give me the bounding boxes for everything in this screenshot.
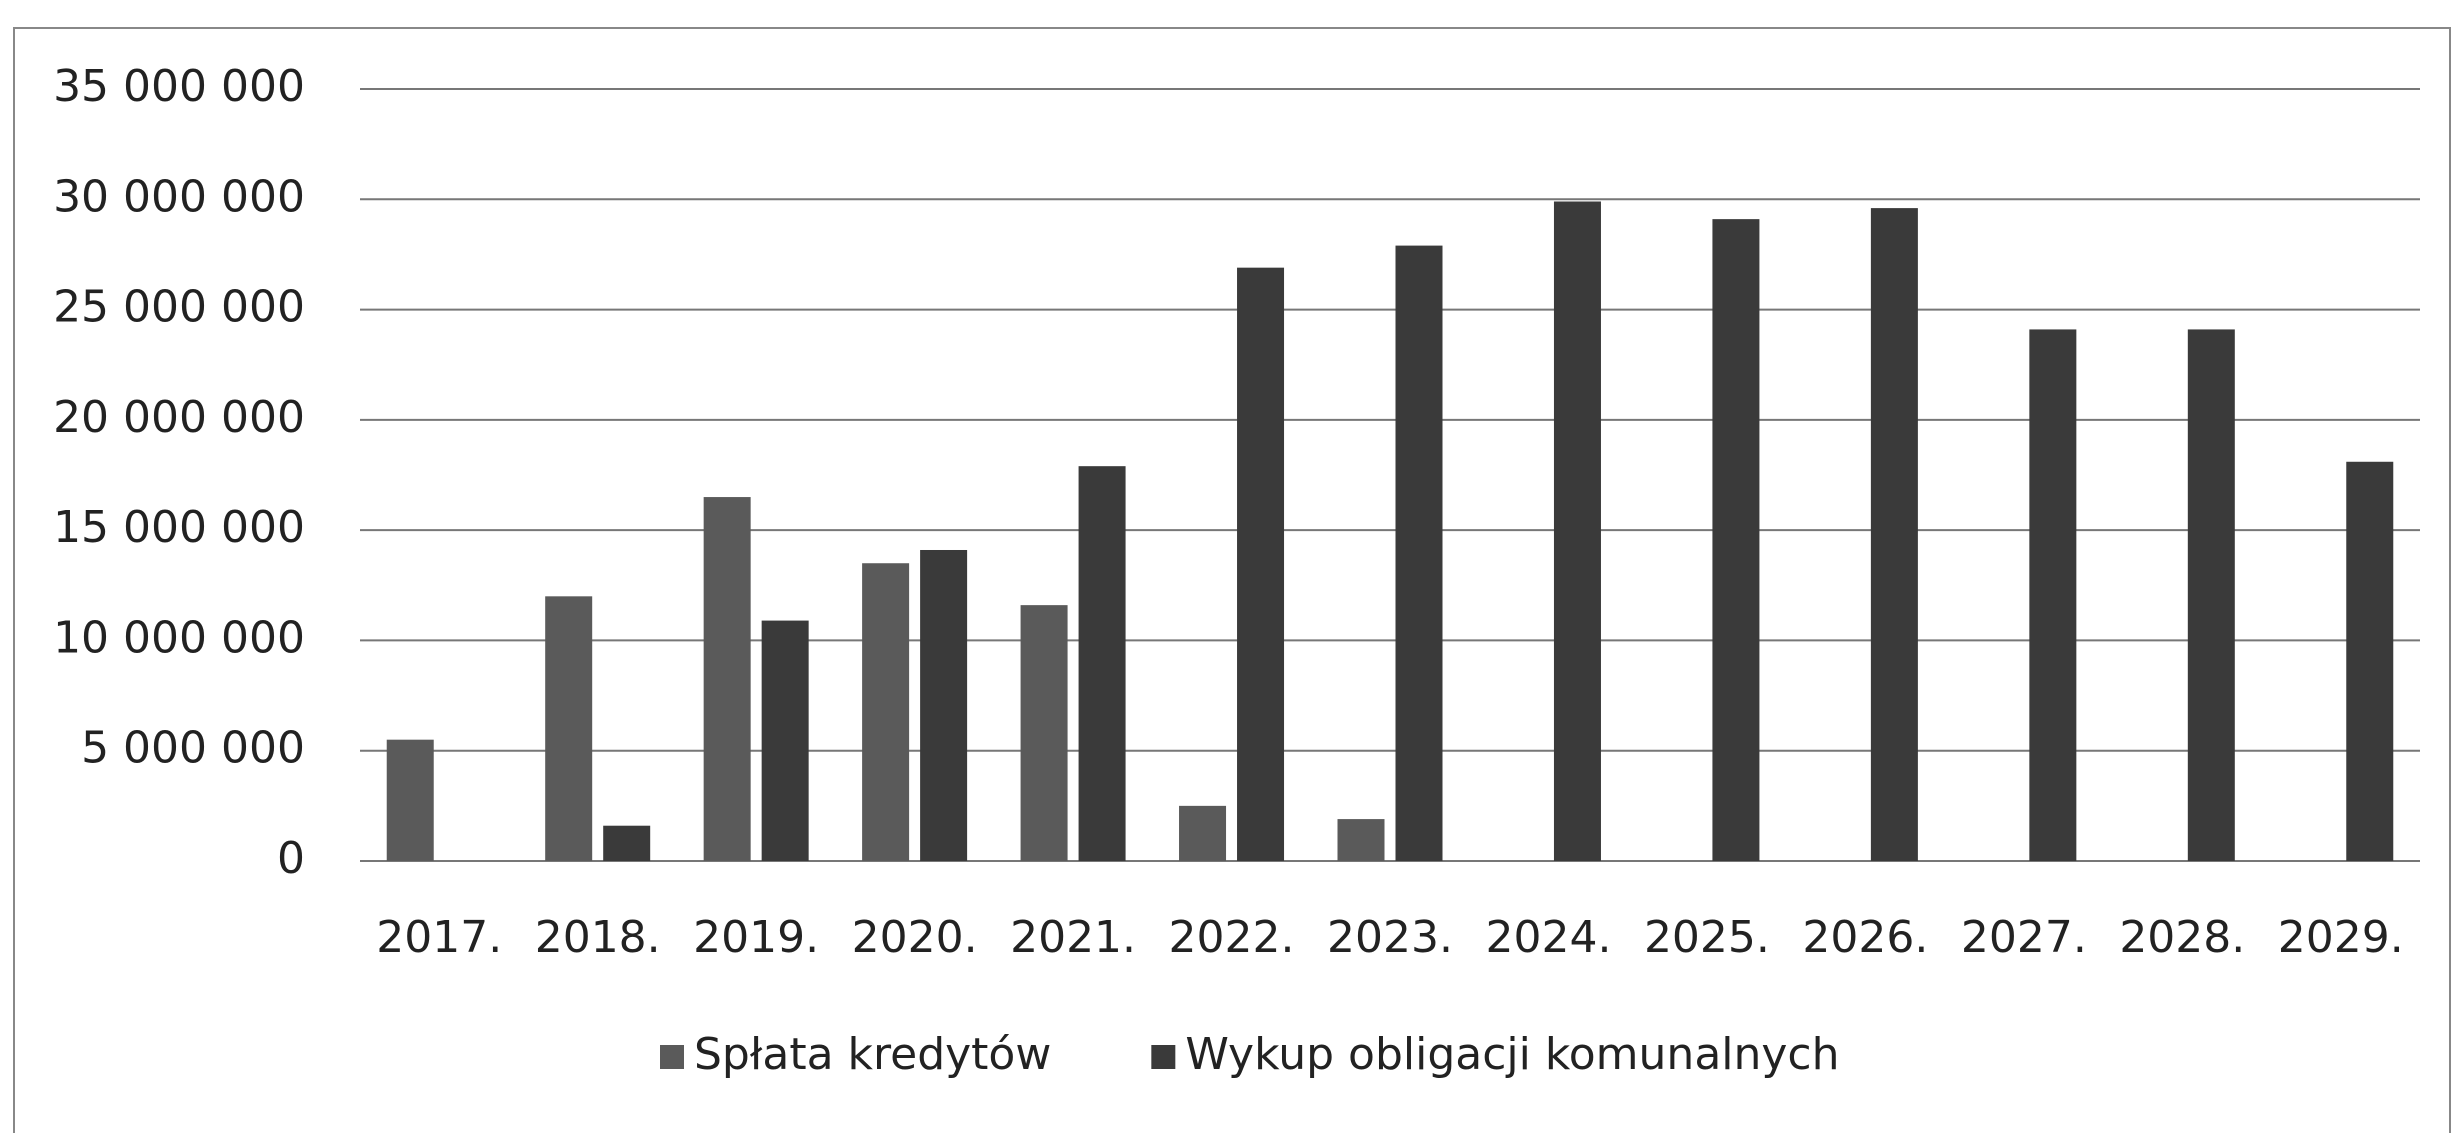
bar — [2187, 329, 2235, 861]
chart-frame — [13, 27, 2451, 1133]
bar — [2029, 329, 2077, 861]
bar — [1020, 605, 1068, 861]
bar — [1237, 267, 1285, 862]
bar — [920, 549, 968, 861]
legend-label: Wykup obligacji komunalnych — [1185, 1029, 1839, 1080]
bar — [1179, 805, 1227, 861]
bar — [1553, 201, 1601, 861]
bar — [761, 620, 809, 861]
x-tick-label: 2022. — [1169, 912, 1295, 963]
bar — [603, 825, 651, 861]
x-tick-label: 2018. — [535, 912, 661, 963]
x-tick-label: 2019. — [693, 912, 819, 963]
legend-swatch — [1151, 1045, 1176, 1069]
legend-swatch — [660, 1045, 684, 1069]
x-tick-label: 2026. — [1802, 912, 1928, 963]
bar — [1337, 819, 1385, 861]
y-tick-label: 25 000 000 — [53, 282, 305, 333]
y-tick-label: 0 — [277, 833, 305, 884]
x-tick-label: 2021. — [1010, 912, 1136, 963]
y-tick-label: 30 000 000 — [53, 171, 305, 222]
x-tick-label: 2020. — [852, 912, 978, 963]
bar — [1870, 208, 1918, 861]
y-tick-label: 35 000 000 — [53, 61, 305, 112]
x-tick-label: 2023. — [1327, 912, 1453, 963]
bar — [545, 596, 593, 861]
bar — [1712, 219, 1760, 861]
x-tick-label: 2025. — [1644, 912, 1770, 963]
x-tick-label: 2028. — [2119, 912, 2245, 963]
y-tick-label: 15 000 000 — [53, 502, 305, 553]
x-tick-label: 2017. — [376, 912, 502, 963]
bar — [1395, 245, 1443, 861]
bar — [703, 497, 751, 861]
y-tick-label: 5 000 000 — [81, 723, 305, 774]
x-tick-label: 2029. — [2278, 912, 2404, 963]
legend-label: Spłata kredytów — [694, 1029, 1051, 1080]
bar — [1078, 466, 1126, 861]
bar — [862, 563, 910, 861]
bar — [386, 739, 434, 861]
y-tick-label: 20 000 000 — [53, 392, 305, 443]
y-tick-label: 10 000 000 — [53, 612, 305, 663]
x-tick-label: 2027. — [1961, 912, 2087, 963]
bar — [2346, 461, 2394, 861]
x-tick-label: 2024. — [1485, 912, 1611, 963]
